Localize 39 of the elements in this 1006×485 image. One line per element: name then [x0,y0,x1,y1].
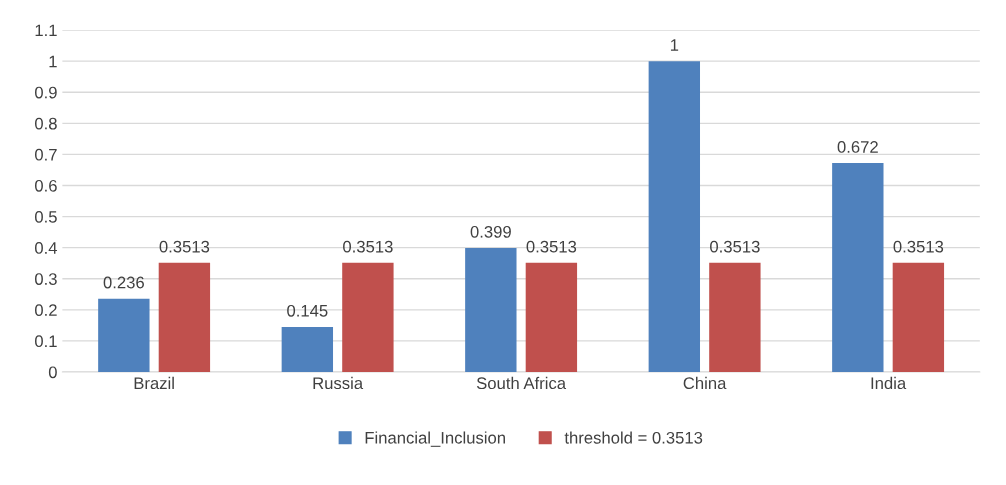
y-tick-label: 0.8 [35,117,57,130]
bar [892,262,945,372]
bar [465,247,517,372]
data-label: 1 [670,39,679,51]
y-tick-label: 0.7 [35,148,57,161]
y-tick-label: 0.6 [35,179,57,192]
legend-label: threshold = 0.3513 [564,431,703,444]
x-tick-label: Brazil [134,376,174,390]
x-tick-label: China [683,376,727,390]
bar [832,163,884,372]
bar [709,262,761,372]
data-label: 0.3513 [343,240,393,253]
y-tick-label: 1 [49,55,57,68]
y-tick-label: 0.5 [35,210,57,223]
data-label: 0.3513 [710,240,760,253]
data-label: 0.672 [837,141,878,153]
bar [98,298,150,372]
x-tick-label: South Africa [476,376,567,390]
bar [342,262,394,372]
data-label: 0.3513 [526,240,577,253]
legend-label: Financial_Inclusion [365,431,505,447]
x-tick-label: India [871,376,907,390]
data-label: 0.145 [287,304,328,317]
data-label: 0.3513 [893,240,944,253]
data-label: 0.236 [103,276,144,289]
y-tick-label: 0.4 [35,242,58,254]
data-label: 0.3513 [159,240,210,253]
bar [648,61,701,372]
x-tick-label: Russia [313,376,364,390]
data-label: 0.399 [470,225,511,238]
y-tick-label: 0.3 [35,273,57,285]
y-tick-label: 0.2 [35,304,57,317]
bar [158,262,211,372]
y-tick-label: 0.9 [35,86,57,99]
y-tick-label: 1.1 [35,24,57,37]
bar [281,326,334,372]
bar [525,262,578,372]
y-tick-label: 0.1 [35,335,57,348]
y-tick-label: 0 [48,366,57,379]
